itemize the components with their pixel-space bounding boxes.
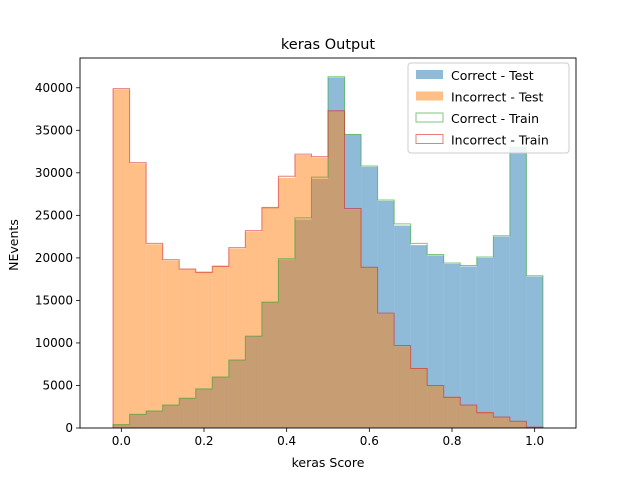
bar-incorrect-test-4 <box>179 268 196 428</box>
bar-incorrect-test-9 <box>261 206 279 428</box>
x-tick-label: 0.4 <box>277 434 296 448</box>
x-tick-label: 1.0 <box>525 434 544 448</box>
bar-incorrect-test-7 <box>228 248 246 428</box>
bar-incorrect-test-18 <box>410 368 428 428</box>
bar-incorrect-test-10 <box>278 177 295 428</box>
y-tick-label: 35000 <box>35 123 73 137</box>
legend-swatch <box>416 91 443 101</box>
bar-correct-test-21 <box>460 266 477 428</box>
bar-incorrect-test-17 <box>394 346 411 428</box>
bar-incorrect-test-23 <box>493 416 510 428</box>
bar-correct-test-25 <box>526 276 543 428</box>
y-tick-label: 40000 <box>35 81 73 95</box>
y-tick-label: 10000 <box>35 336 73 350</box>
bar-incorrect-test-14 <box>344 209 362 428</box>
bar-incorrect-test-3 <box>162 260 180 428</box>
bar-incorrect-test-22 <box>476 411 494 428</box>
x-tick-label: 0.8 <box>442 434 461 448</box>
bar-incorrect-test-19 <box>427 385 444 428</box>
bar-incorrect-test-15 <box>361 267 378 428</box>
legend-label: Incorrect - Test <box>451 90 544 105</box>
x-tick-label: 0.2 <box>194 434 213 448</box>
y-tick-label: 5000 <box>42 378 73 392</box>
y-tick-label: 30000 <box>35 166 73 180</box>
bar-correct-test-20 <box>443 263 461 428</box>
bar-incorrect-test-0 <box>113 89 130 429</box>
bar-incorrect-test-8 <box>245 231 262 428</box>
y-tick-label: 25000 <box>35 208 73 222</box>
y-tick-label: 15000 <box>35 293 73 307</box>
axes-frame <box>79 57 577 429</box>
step-line-incorrect-train <box>112 88 544 428</box>
legend-box <box>407 62 570 154</box>
bar-correct-test-22 <box>476 257 494 428</box>
legend-label: Correct - Train <box>451 111 539 126</box>
bar-incorrect-test-5 <box>195 271 213 428</box>
bar-incorrect-test-2 <box>146 244 163 428</box>
legend: Correct - Test Incorrect - Test Correct - … <box>407 62 570 154</box>
bar-correct-test-24 <box>509 147 527 428</box>
bar-incorrect-test-11 <box>294 154 312 428</box>
legend-label: Incorrect - Train <box>451 133 549 148</box>
bar-incorrect-test-20 <box>443 396 461 428</box>
bar-incorrect-test-6 <box>212 265 229 428</box>
x-axis-label: keras Score <box>292 455 365 470</box>
bar-correct-test-23 <box>493 236 510 428</box>
bar-correct-test-19 <box>427 255 444 428</box>
bar-incorrect-test-16 <box>377 314 395 428</box>
bar-incorrect-test-24 <box>509 421 527 428</box>
legend-swatch <box>415 134 444 144</box>
y-tick-label: 20000 <box>35 251 73 265</box>
legend-swatch <box>416 70 443 79</box>
plot-area: 0.0 0.2 0.4 0.6 0.8 1.0 0 5000 10000 15000 20000 25… <box>35 57 577 448</box>
x-tick-label: 0.0 <box>112 434 131 448</box>
legend-label: Correct - Test <box>451 68 534 83</box>
legend-swatch <box>415 112 444 123</box>
x-tick-label: 0.6 <box>360 434 379 448</box>
bar-incorrect-test-1 <box>129 163 147 429</box>
chart-title: keras Output <box>281 37 375 53</box>
y-axis-label: NEvents <box>6 219 21 271</box>
y-tick-label: 0 <box>65 421 73 435</box>
bar-incorrect-test-21 <box>460 405 477 428</box>
bar-incorrect-test-12 <box>311 157 328 428</box>
bar-incorrect-test-13 <box>328 110 345 429</box>
